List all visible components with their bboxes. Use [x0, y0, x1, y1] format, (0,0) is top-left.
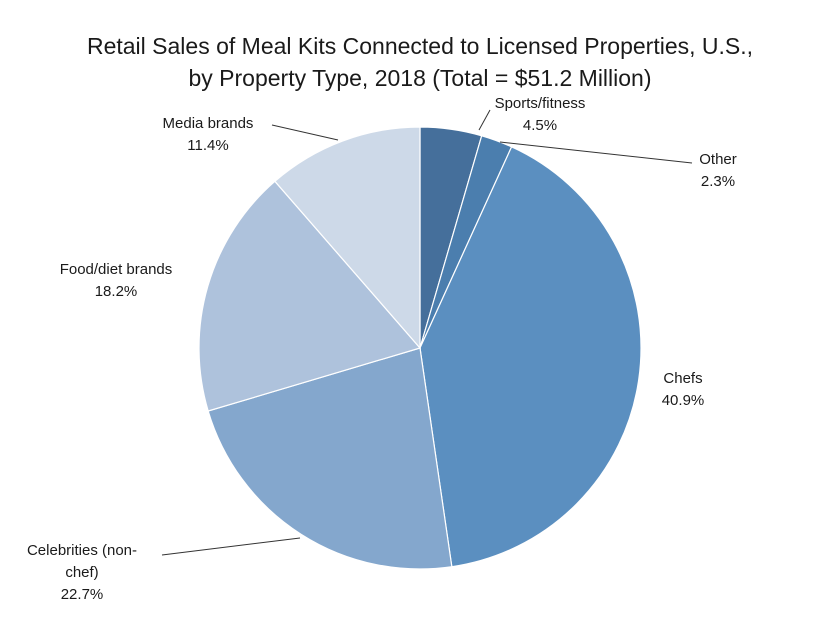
- chart-title-line-1: Retail Sales of Meal Kits Connected to L…: [87, 33, 753, 59]
- leader-lines: [161, 109, 693, 556]
- leader-line-other: [499, 141, 693, 164]
- slice-label-other: Other 2.3%: [699, 151, 737, 190]
- pie-slice-celebrities-non-chef: [207, 347, 453, 570]
- slice-label-chefs: Chefs 40.9%: [662, 370, 705, 409]
- slice-label-text: Sports/fitness: [495, 95, 586, 112]
- pie-slice-food-diet-brands: [198, 180, 422, 412]
- slice-value-label: 4.5%: [523, 117, 557, 134]
- slice-label-media-brands: Media brands 11.4%: [163, 115, 254, 154]
- leader-line-sports-fitness: [478, 109, 491, 131]
- leader-line-media-brands: [271, 124, 339, 141]
- chart-title: Retail Sales of Meal Kits Connected to L…: [87, 33, 753, 91]
- slice-label-text: Other: [699, 151, 737, 168]
- slice-labels: Sports/fitness 4.5% Other 2.3% Chefs 40.9% Cel…: [27, 95, 737, 603]
- slice-label-text: Media brands: [163, 115, 254, 132]
- slice-value-label: 18.2%: [95, 283, 138, 300]
- chart-title-line-2: by Property Type, 2018 (Total = $51.2 Mi…: [188, 65, 651, 91]
- slice-label-text: Food/diet brands: [60, 261, 173, 278]
- slice-value-label: 2.3%: [701, 173, 735, 190]
- pie-slice-chefs: [419, 146, 642, 568]
- slice-label-text: Chefs: [663, 370, 702, 387]
- slice-label-text: Celebrities (non-: [27, 542, 137, 559]
- pie-slice-media-brands: [274, 126, 421, 350]
- slice-label-food-diet-brands: Food/diet brands 18.2%: [60, 261, 173, 300]
- leader-line-celebrities-non-chef: [161, 537, 301, 556]
- slice-value-label: 11.4%: [187, 137, 228, 154]
- slice-value-label: 40.9%: [662, 392, 705, 409]
- slice-label-sports-fitness: Sports/fitness 4.5%: [495, 95, 586, 134]
- slice-label-text: chef): [65, 564, 98, 581]
- pie-slices: [198, 126, 642, 570]
- slice-label-celebrities-non-chef: Celebrities (non-chef) 22.7%: [27, 542, 137, 603]
- slice-value-label: 22.7%: [61, 586, 104, 603]
